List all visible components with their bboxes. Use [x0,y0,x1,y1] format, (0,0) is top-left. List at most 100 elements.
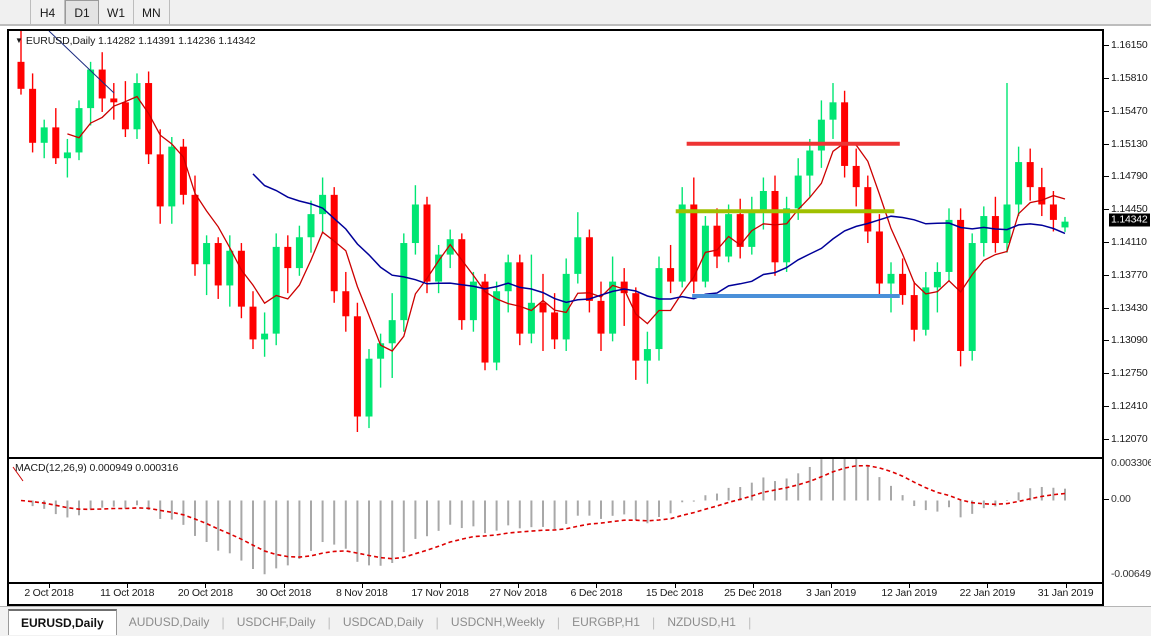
candlestick [748,196,756,255]
price-axis-tick [1104,405,1109,407]
candlestick [179,138,187,205]
price-axis-tick [1104,143,1109,145]
date-axis-tick [283,584,285,588]
candlestick [87,61,95,126]
macd-pane[interactable]: MACD(12,26,9) 0.000949 0.000316 [9,459,1102,582]
chevron-down-icon[interactable]: ▼ [15,36,23,45]
candlestick [145,71,153,165]
symbol-tab-eurgbp-h1[interactable]: EURGBP,H1 [572,615,640,629]
moving-average-line [252,173,1066,304]
symbol-tab-usdchf-daily[interactable]: USDCHF,Daily [236,615,316,629]
candlestick [63,138,71,178]
macd-indicator-header: MACD(12,26,9) 0.000949 0.000316 [15,462,179,474]
candlestick [713,208,721,269]
toolbar-divider [0,24,1151,26]
date-axis-tick [440,584,441,588]
candlestick [991,196,999,253]
date-axis-label: 3 Jan 2019 [806,587,856,599]
candlestick [910,281,918,342]
timeframe-tab-h4[interactable]: H4 [31,0,65,25]
candlestick [423,196,431,294]
candlestick [400,233,408,332]
timeframe-tab-group: H4 D1 W1 MN [30,0,170,25]
symbol-tab-eurusd-daily[interactable]: EURUSD,Daily [8,609,117,635]
candlestick [933,262,941,313]
date-axis[interactable]: 2 Oct 2018 11 Oct 2018 20 Oct 2018 30 Oct 2… [9,584,1102,604]
price-axis[interactable]: 1.16150 1.15810 1.15470 1.15130 1.14790 1.144… [1104,29,1151,606]
candlestick [272,233,280,346]
candlestick [667,244,675,294]
candlestick [307,200,315,253]
price-axis-tick [1104,110,1109,112]
price-axis-label: 1.13090 [1111,334,1148,347]
candlestick [411,185,419,255]
candlestick [725,204,733,263]
symbol-tab-usdcnh-weekly[interactable]: USDCNH,Weekly [450,615,545,629]
candlestick [133,73,141,139]
date-axis-tick [1065,584,1067,588]
top-toolbar: H4 D1 W1 MN [0,0,1151,26]
date-axis-tick [909,584,911,588]
price-axis-tick [1104,274,1109,276]
candlestick [377,333,385,388]
date-axis-label: 17 Nov 2018 [411,587,469,599]
date-axis-label: 8 Nov 2018 [335,587,388,599]
symbol-tab-usdcad-daily[interactable]: USDCAD,Daily [342,615,424,629]
date-axis-label: 12 Jan 2019 [881,587,937,599]
candlestick [1003,83,1011,253]
date-axis-tick [49,584,50,588]
price-axis-label: 1.13770 [1111,268,1148,281]
candlestick [481,273,489,371]
candlestick [493,281,501,371]
date-axis-label: 11 Oct 2018 [100,587,155,599]
price-axis-label: 1.16150 [1111,39,1148,52]
price-axis-tick [1104,209,1109,211]
moving-average-line [67,95,1066,352]
candlestick [203,235,211,296]
candlestick [632,287,640,380]
chart-area[interactable]: ▼ EURUSD,Daily 1.14282 1.14391 1.14236 1.… [7,29,1104,606]
price-axis-tick [1104,340,1109,342]
symbol-tab-nzdusd-h1[interactable]: NZDUSD,H1 [667,615,736,629]
candlestick [609,256,617,342]
candlestick [446,229,454,269]
candlestick [110,83,118,120]
price-axis-tick [1104,242,1109,243]
date-axis-label: 15 Dec 2018 [645,587,704,599]
candlestick [388,293,396,378]
candlestick [353,302,361,432]
candlestick [922,271,930,336]
date-axis-label: 22 Jan 2019 [959,587,1016,599]
candlestick [527,254,535,344]
timeframe-tab-d1[interactable]: D1 [65,0,99,25]
candlestick [643,331,651,384]
candlestick [841,90,849,178]
timeframe-tab-mn[interactable]: MN [134,0,170,25]
candlestick [968,233,976,361]
price-axis-label: 1.12070 [1111,432,1148,445]
candlestick [226,235,234,307]
candlestick [690,177,698,294]
candlestick [585,229,593,313]
symbol-ohlc-header: ▼ EURUSD,Daily 1.14282 1.14391 1.14236 1.… [15,35,256,47]
candlestick [516,254,524,346]
candlestick [319,177,327,234]
date-axis-tick [596,584,598,588]
candlestick [620,268,628,326]
date-axis-tick [987,584,989,588]
tab-separator: | [327,614,331,630]
date-axis-tick [127,584,129,588]
candlestick [887,262,895,313]
candlestick [1015,146,1023,217]
macd-crosshair-fragment [12,466,24,482]
price-candlestick-svg [17,31,1069,432]
timeframe-tab-w1[interactable]: W1 [99,0,134,25]
symbol-tab-audusd-daily[interactable]: AUDUSD,Daily [128,615,210,629]
candlestick [945,208,953,282]
candlestick [17,31,25,95]
date-axis-label: 30 Oct 2018 [256,587,312,599]
price-pane[interactable] [9,31,1102,457]
candlestick [156,129,164,224]
crosshair-line [48,31,115,94]
